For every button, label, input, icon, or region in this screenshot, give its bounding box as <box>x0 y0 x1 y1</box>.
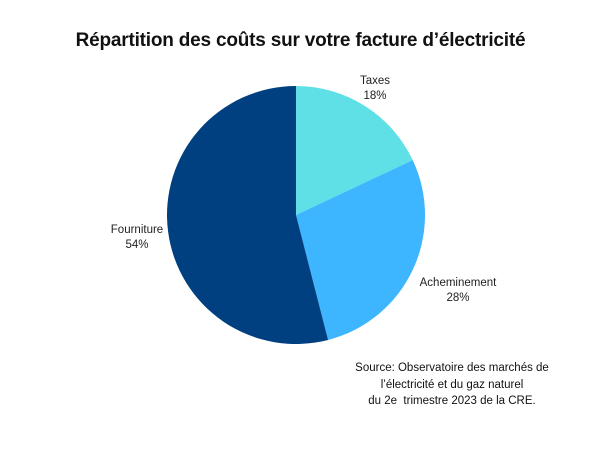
pie-slice-taxes <box>296 86 413 215</box>
pie-slice-fourniture <box>167 86 329 345</box>
slice-category-fourniture: Fourniture <box>110 224 164 236</box>
source-line-3: du 2e trimestre 2023 de la CRE. <box>368 395 536 407</box>
source-line-2: l’électricité et du gaz naturel <box>380 378 524 391</box>
slice-category-taxes: Taxes <box>359 75 391 87</box>
slice-value-taxes: 18% <box>363 90 387 102</box>
source-note: Source: Observatoire des marchés de l’él… <box>340 360 564 410</box>
slice-value-acheminement: 28% <box>446 292 470 304</box>
slice-label-fourniture: Fourniture 54% <box>97 223 177 253</box>
chart-title: Répartition des coûts sur votre facture … <box>75 30 526 51</box>
slice-label-taxes: Taxes 18% <box>335 74 415 104</box>
source-line-1: Source: Observatoire des marchés de <box>355 362 549 374</box>
slice-label-acheminement: Acheminement 28% <box>408 276 508 306</box>
slice-value-fourniture: 54% <box>125 239 149 251</box>
slice-category-acheminement: Acheminement <box>419 277 497 289</box>
pie-slice-acheminement <box>296 160 426 340</box>
